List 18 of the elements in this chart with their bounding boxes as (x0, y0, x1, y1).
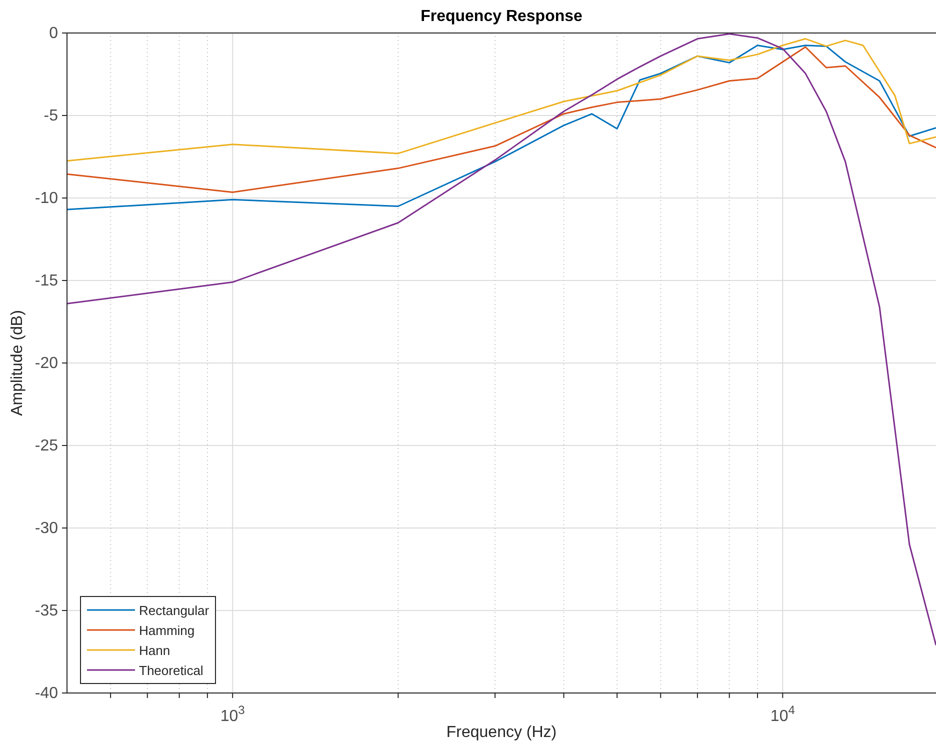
legend-label: Theoretical (139, 662, 204, 678)
y-tick-label: 0 (49, 25, 58, 42)
y-tick-label: -40 (34, 685, 58, 702)
y-tick-label: -10 (34, 190, 58, 207)
chart-title: Frequency Response (420, 8, 584, 26)
y-tick-label: -30 (34, 520, 58, 537)
legend-label: Rectangular (139, 602, 210, 618)
x-tick-label: 10$^{4}$ (770, 703, 796, 725)
x-tick-label: 10$^{3}$ (220, 703, 246, 725)
x-axis-title: Frequency (Hz) (445, 724, 558, 742)
y-tick-label: -25 (34, 438, 58, 454)
y-tick-label: -20 (34, 355, 58, 372)
y-tick-label: -5 (44, 108, 58, 124)
y-tick-label: -35 (34, 602, 58, 620)
legend-label: Hamming (139, 622, 195, 638)
y-axis-title: Amplitude (dB) (9, 310, 27, 416)
legend-label: Hann (139, 642, 170, 658)
y-tick-label: -15 (34, 272, 58, 290)
